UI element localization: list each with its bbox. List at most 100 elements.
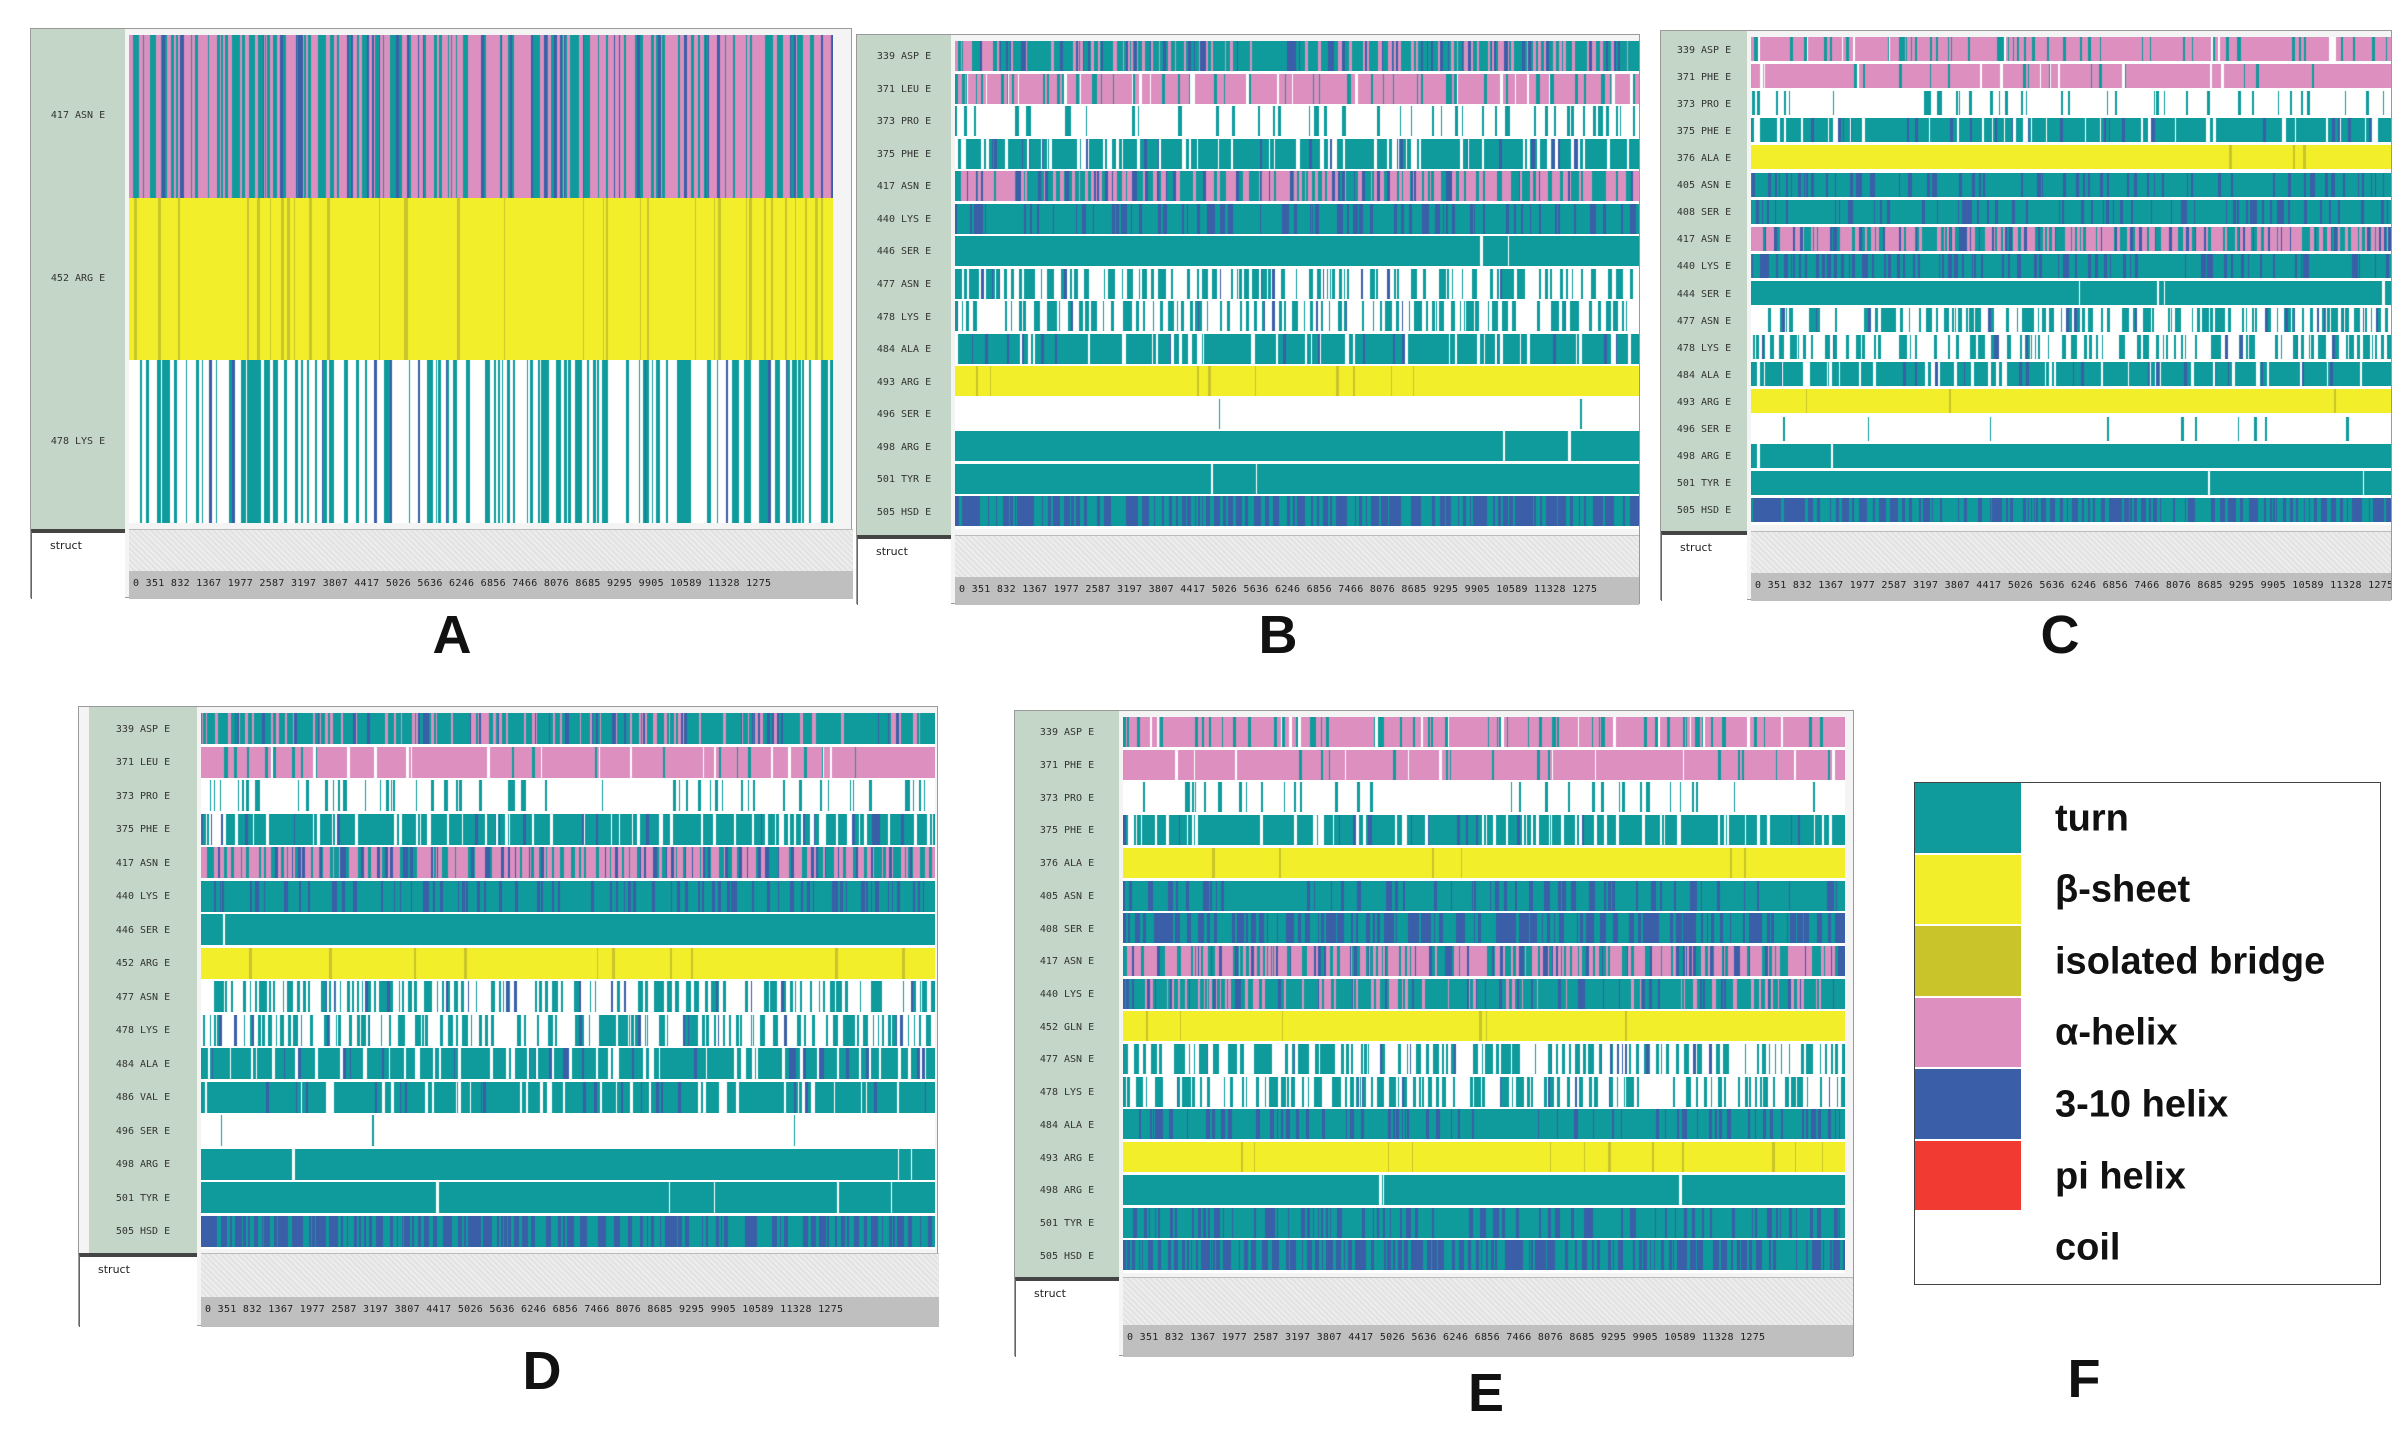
row-label: 477 ASN E bbox=[1676, 315, 1732, 327]
struct-tab[interactable]: struct bbox=[31, 529, 125, 599]
structure-track bbox=[129, 360, 833, 523]
row-label: 478 LYS E bbox=[876, 311, 932, 323]
row-label: 339 ASP E bbox=[1676, 44, 1732, 56]
structure-track bbox=[201, 1082, 935, 1113]
row-label: 484 ALA E bbox=[1676, 369, 1732, 381]
row-label: 478 LYS E bbox=[50, 435, 106, 447]
row-label: 440 LYS E bbox=[876, 213, 932, 225]
row-label: 417 ASN E bbox=[1676, 234, 1732, 246]
row-label: 373 PRO E bbox=[1039, 792, 1095, 804]
row-label: 376 ALA E bbox=[1676, 153, 1732, 164]
row-label: 405 ASN E bbox=[1039, 890, 1095, 902]
structure-track bbox=[1123, 1175, 1845, 1205]
row-label: 417 ASN E bbox=[50, 110, 106, 122]
legend-swatch bbox=[1915, 1069, 2021, 1139]
gray-strip bbox=[1751, 531, 2391, 574]
structure-track bbox=[1751, 335, 2391, 359]
structure-track bbox=[1123, 946, 1845, 976]
row-label: 498 ARG E bbox=[115, 1159, 171, 1171]
structure-track bbox=[1751, 173, 2391, 197]
struct-tab[interactable]: struct bbox=[1661, 531, 1747, 601]
structure-track bbox=[1751, 37, 2391, 61]
structure-track bbox=[1751, 254, 2391, 278]
row-label: 505 HSD E bbox=[1039, 1250, 1095, 1262]
structure-track bbox=[955, 171, 1639, 201]
structure-track bbox=[1123, 1240, 1845, 1270]
gray-strip bbox=[129, 529, 853, 572]
legend: turn β-sheet isolated bridge α-helix 3-10 he… bbox=[1914, 782, 2381, 1285]
row-label: 478 LYS E bbox=[1039, 1087, 1095, 1099]
row-label: 339 ASP E bbox=[876, 51, 932, 63]
row-label: 417 ASN E bbox=[876, 181, 932, 193]
gray-strip bbox=[1123, 1277, 1853, 1326]
row-label: 478 LYS E bbox=[1676, 342, 1732, 354]
row-label: 408 SER E bbox=[1676, 207, 1732, 219]
row-label: 371 PHE E bbox=[1676, 71, 1732, 83]
panel-d: 339 ASP E 371 LEU E 373 PRO E 375 PHE E 417 … bbox=[78, 706, 939, 1327]
structure-track bbox=[1123, 881, 1845, 911]
struct-tab[interactable]: struct bbox=[79, 1253, 197, 1327]
structure-track bbox=[1751, 498, 2391, 522]
plot-c bbox=[1751, 37, 2391, 525]
structure-track bbox=[201, 914, 935, 945]
structure-track bbox=[1123, 1208, 1845, 1238]
row-label: 477 ASN E bbox=[1039, 1054, 1095, 1066]
row-label: 375 PHE E bbox=[1676, 125, 1732, 137]
row-label: 339 ASP E bbox=[115, 723, 171, 735]
row-label: 376 ALA E bbox=[1039, 858, 1095, 870]
structure-track bbox=[1123, 815, 1845, 845]
legend-item-helix-3-10: 3-10 helix bbox=[1915, 1069, 2380, 1141]
row-label: 452 ARG E bbox=[115, 958, 171, 970]
frame-axis: 0 351 832 1367 1977 2587 3197 3807 4417 … bbox=[129, 571, 853, 599]
structure-track bbox=[1123, 750, 1845, 780]
panel-letter-d: D bbox=[522, 1341, 562, 1401]
row-label: 501 TYR E bbox=[115, 1192, 171, 1204]
legend-label: 3-10 helix bbox=[2055, 1083, 2229, 1126]
row-label: 505 HSD E bbox=[115, 1226, 171, 1238]
row-labels-c: 339 ASP E 371 PHE E 373 PRO E 375 PHE E 376 … bbox=[1661, 31, 1747, 531]
row-label: 440 LYS E bbox=[115, 891, 171, 903]
structure-track bbox=[955, 139, 1639, 169]
row-label: 477 ASN E bbox=[115, 991, 171, 1003]
structure-track bbox=[1123, 1142, 1845, 1172]
panel-letter-c: C bbox=[2040, 605, 2080, 665]
legend-item-turn: turn bbox=[1915, 783, 2380, 855]
row-label: 486 VAL E bbox=[115, 1092, 171, 1104]
row-label: 405 ASN E bbox=[1676, 180, 1732, 192]
structure-track bbox=[129, 35, 833, 198]
row-label: 452 GLN E bbox=[1039, 1021, 1095, 1033]
structure-track bbox=[955, 496, 1639, 526]
row-label: 484 ALA E bbox=[115, 1058, 171, 1070]
row-label: 484 ALA E bbox=[876, 344, 932, 356]
structure-track bbox=[1123, 782, 1845, 812]
struct-tab[interactable]: struct bbox=[1015, 1277, 1119, 1357]
structure-track bbox=[1751, 200, 2391, 224]
legend-swatch bbox=[1915, 926, 2021, 996]
row-label: 371 LEU E bbox=[115, 757, 171, 769]
panel-c: 339 ASP E 371 PHE E 373 PRO E 375 PHE E 376 … bbox=[1660, 30, 2392, 601]
panel-a: 417 ASN E 452 ARG E 478 LYS E struct 0 351… bbox=[30, 28, 853, 599]
row-label: 446 SER E bbox=[876, 246, 932, 258]
row-label: 440 LYS E bbox=[1676, 261, 1732, 273]
row-label: 498 ARG E bbox=[1039, 1185, 1095, 1197]
structure-track bbox=[1123, 1077, 1845, 1107]
legend-label: α-helix bbox=[2055, 1011, 2178, 1054]
structure-track bbox=[201, 1115, 935, 1146]
structure-track bbox=[1751, 417, 2391, 441]
row-labels-a: 417 ASN E 452 ARG E 478 LYS E bbox=[31, 29, 125, 529]
struct-tab[interactable]: struct bbox=[857, 535, 951, 605]
structure-track bbox=[201, 981, 935, 1012]
plot-e bbox=[1123, 717, 1845, 1273]
structure-track bbox=[955, 74, 1639, 104]
structure-track bbox=[201, 1048, 935, 1079]
row-label: 417 ASN E bbox=[1039, 956, 1095, 968]
structure-track bbox=[1123, 913, 1845, 943]
structure-track bbox=[201, 1015, 935, 1046]
structure-track bbox=[1751, 362, 2391, 386]
structure-track bbox=[955, 301, 1639, 331]
plot-a bbox=[129, 35, 833, 523]
legend-label: isolated bridge bbox=[2055, 940, 2326, 983]
structure-track bbox=[1751, 471, 2391, 495]
structure-track bbox=[955, 204, 1639, 234]
structure-track bbox=[1751, 118, 2391, 142]
